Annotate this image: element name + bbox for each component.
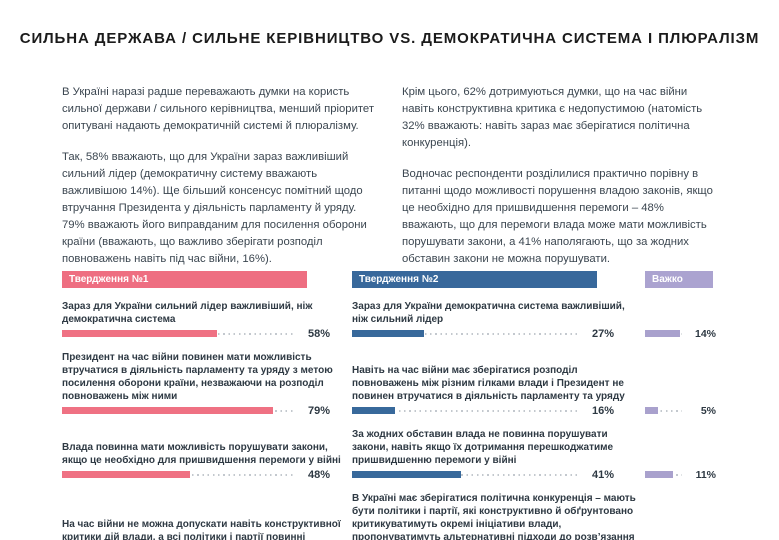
statement-text: Влада повинна мати можливість порушувати… bbox=[62, 442, 341, 466]
dontknow-cell: 11% bbox=[645, 470, 716, 480]
bar-track bbox=[645, 471, 683, 479]
bar-line: 11% bbox=[645, 470, 716, 480]
bar-track bbox=[645, 407, 683, 415]
bar-line: 48% bbox=[62, 469, 330, 481]
bar-line: 16% bbox=[352, 405, 614, 417]
legend-statement1-badge: Твердження №1 bbox=[62, 271, 307, 288]
bar-fill bbox=[62, 330, 217, 337]
bar-track bbox=[352, 330, 578, 338]
percent-label: 79% bbox=[307, 405, 330, 417]
bar-track bbox=[645, 330, 683, 338]
bar-track bbox=[352, 471, 578, 479]
statement-bar-chart: Твердження №1 Твердження №2 Важко сказат… bbox=[62, 271, 716, 540]
bar-track bbox=[62, 330, 294, 338]
legend-statement2-badge: Твердження №2 bbox=[352, 271, 597, 288]
bar-fill bbox=[352, 330, 425, 337]
intro-paragraph: В Україні наразі радше переважають думки… bbox=[62, 86, 375, 132]
percent-label: 41% bbox=[591, 469, 614, 481]
statement-text: Навіть на час війни має зберігатися розп… bbox=[352, 365, 625, 402]
bar-line: 79% bbox=[62, 405, 330, 417]
intro-section: В Україні наразі радше переважають думки… bbox=[62, 84, 716, 282]
chart-row: Влада повинна мати можливість порушувати… bbox=[62, 428, 716, 481]
percent-label: 48% bbox=[307, 469, 330, 481]
statement2-cell: За жодних обставин влада не повинна пору… bbox=[352, 428, 642, 481]
statement-text: Президент на час війни повинен мати можл… bbox=[62, 352, 333, 402]
chart-row: На час війни не можна допускати навіть к… bbox=[62, 492, 716, 540]
intro-paragraph: Крім цього, 62% дотримуються думки, що н… bbox=[402, 86, 703, 149]
statement1-cell: Президент на час війни повинен мати можл… bbox=[62, 351, 342, 417]
statement1-cell: На час війни не можна допускати навіть к… bbox=[62, 518, 342, 540]
bar-line: 5% bbox=[645, 406, 716, 416]
percent-label: 5% bbox=[700, 405, 716, 417]
chart-row: Зараз для України сильний лідер важливіш… bbox=[62, 300, 716, 340]
bar-track bbox=[62, 407, 294, 415]
chart-row: Президент на час війни повинен мати можл… bbox=[62, 351, 716, 417]
chart-legend: Твердження №1 Твердження №2 Важко сказат… bbox=[62, 271, 716, 302]
percent-label: 27% bbox=[591, 328, 614, 340]
statement2-cell: Навіть на час війни має зберігатися розп… bbox=[352, 364, 642, 417]
bar-fill bbox=[352, 407, 395, 414]
intro-paragraph: Так, 58% вважають, що для України зараз … bbox=[62, 151, 367, 265]
dontknow-cell: 14% bbox=[645, 329, 716, 339]
bar-line: 41% bbox=[352, 469, 614, 481]
percent-label: 16% bbox=[591, 405, 614, 417]
statement1-cell: Влада повинна мати можливість порушувати… bbox=[62, 441, 342, 481]
legend-dontknow-badge: Важко сказати bbox=[645, 271, 713, 302]
statement-text: Зараз для України демократична система в… bbox=[352, 301, 625, 325]
bar-fill bbox=[352, 471, 462, 478]
statement2-cell: В Україні має зберігатися політична конк… bbox=[352, 492, 642, 540]
intro-left-column: В Україні наразі радше переважають думки… bbox=[62, 84, 376, 282]
bar-line: 14% bbox=[645, 329, 716, 339]
percent-label: 14% bbox=[694, 328, 716, 340]
dotted-leader bbox=[352, 474, 577, 476]
dotted-leader bbox=[352, 410, 577, 412]
bar-fill bbox=[62, 407, 273, 414]
intro-paragraph: Водночас респонденти розділилися практич… bbox=[402, 168, 713, 265]
statement1-cell: Зараз для України сильний лідер важливіш… bbox=[62, 300, 342, 340]
statement-text: Зараз для України сильний лідер важливіш… bbox=[62, 301, 313, 325]
statement-text: На час війни не можна допускати навіть к… bbox=[62, 519, 341, 540]
statement-text: В Україні має зберігатися політична конк… bbox=[352, 493, 636, 540]
statement2-cell: Зараз для України демократична система в… bbox=[352, 300, 642, 340]
bar-track bbox=[352, 407, 578, 415]
percent-label: 11% bbox=[695, 469, 716, 481]
bar-fill bbox=[645, 407, 658, 414]
bar-line: 27% bbox=[352, 328, 614, 340]
intro-right-column: Крім цього, 62% дотримуються думки, що н… bbox=[402, 84, 716, 282]
page-title: СИЛЬНА ДЕРЖАВА / СИЛЬНЕ КЕРІВНИЦТВО VS. … bbox=[19, 30, 760, 47]
dotted-leader bbox=[645, 410, 682, 412]
statement-text: За жодних обставин влада не повинна пору… bbox=[352, 429, 614, 466]
dontknow-cell: 5% bbox=[645, 406, 716, 416]
bar-fill bbox=[645, 330, 680, 337]
bar-track bbox=[62, 471, 294, 479]
bar-fill bbox=[62, 471, 191, 478]
percent-label: 58% bbox=[307, 328, 330, 340]
dotted-leader bbox=[352, 333, 577, 335]
bar-line: 58% bbox=[62, 328, 330, 340]
bar-fill bbox=[645, 471, 673, 478]
